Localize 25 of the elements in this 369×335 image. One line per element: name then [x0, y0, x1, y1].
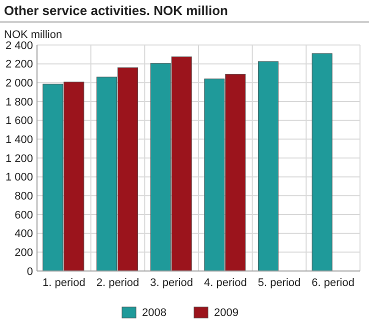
x-tick-label: 4. period: [204, 277, 247, 289]
y-tick-label: 1 800: [5, 96, 33, 108]
y-tick-label: 0: [26, 266, 33, 278]
bar: [258, 61, 278, 272]
legend-label: 2008: [142, 307, 166, 319]
y-tick-label: 600: [14, 209, 33, 222]
x-tick-label: 3. period: [150, 277, 193, 289]
y-tick-label: 2 400: [5, 40, 33, 52]
y-tick-label: 1 200: [5, 152, 33, 165]
x-tick-label: 2. period: [96, 277, 140, 289]
y-axis-title: NOK million: [4, 29, 62, 41]
y-tick-label: 1 600: [5, 115, 33, 128]
chart-title: Other service activities. NOK million: [4, 3, 228, 18]
y-tick-label: 1 000: [5, 172, 33, 184]
y-tick-label: 1 400: [5, 134, 33, 146]
y-tick-label: 200: [14, 247, 33, 260]
legend-label: 2009: [214, 307, 238, 319]
x-tick-label: 1. period: [42, 277, 86, 289]
y-tick-label: 800: [14, 190, 33, 203]
x-tick-label: 6. period: [312, 277, 354, 289]
y-tick-label: 2 200: [5, 58, 33, 71]
y-tick-label: 2 000: [5, 78, 33, 90]
y-tick-label: 400: [14, 228, 33, 240]
x-tick-label: 5. period: [258, 277, 301, 289]
bar: [312, 53, 332, 272]
